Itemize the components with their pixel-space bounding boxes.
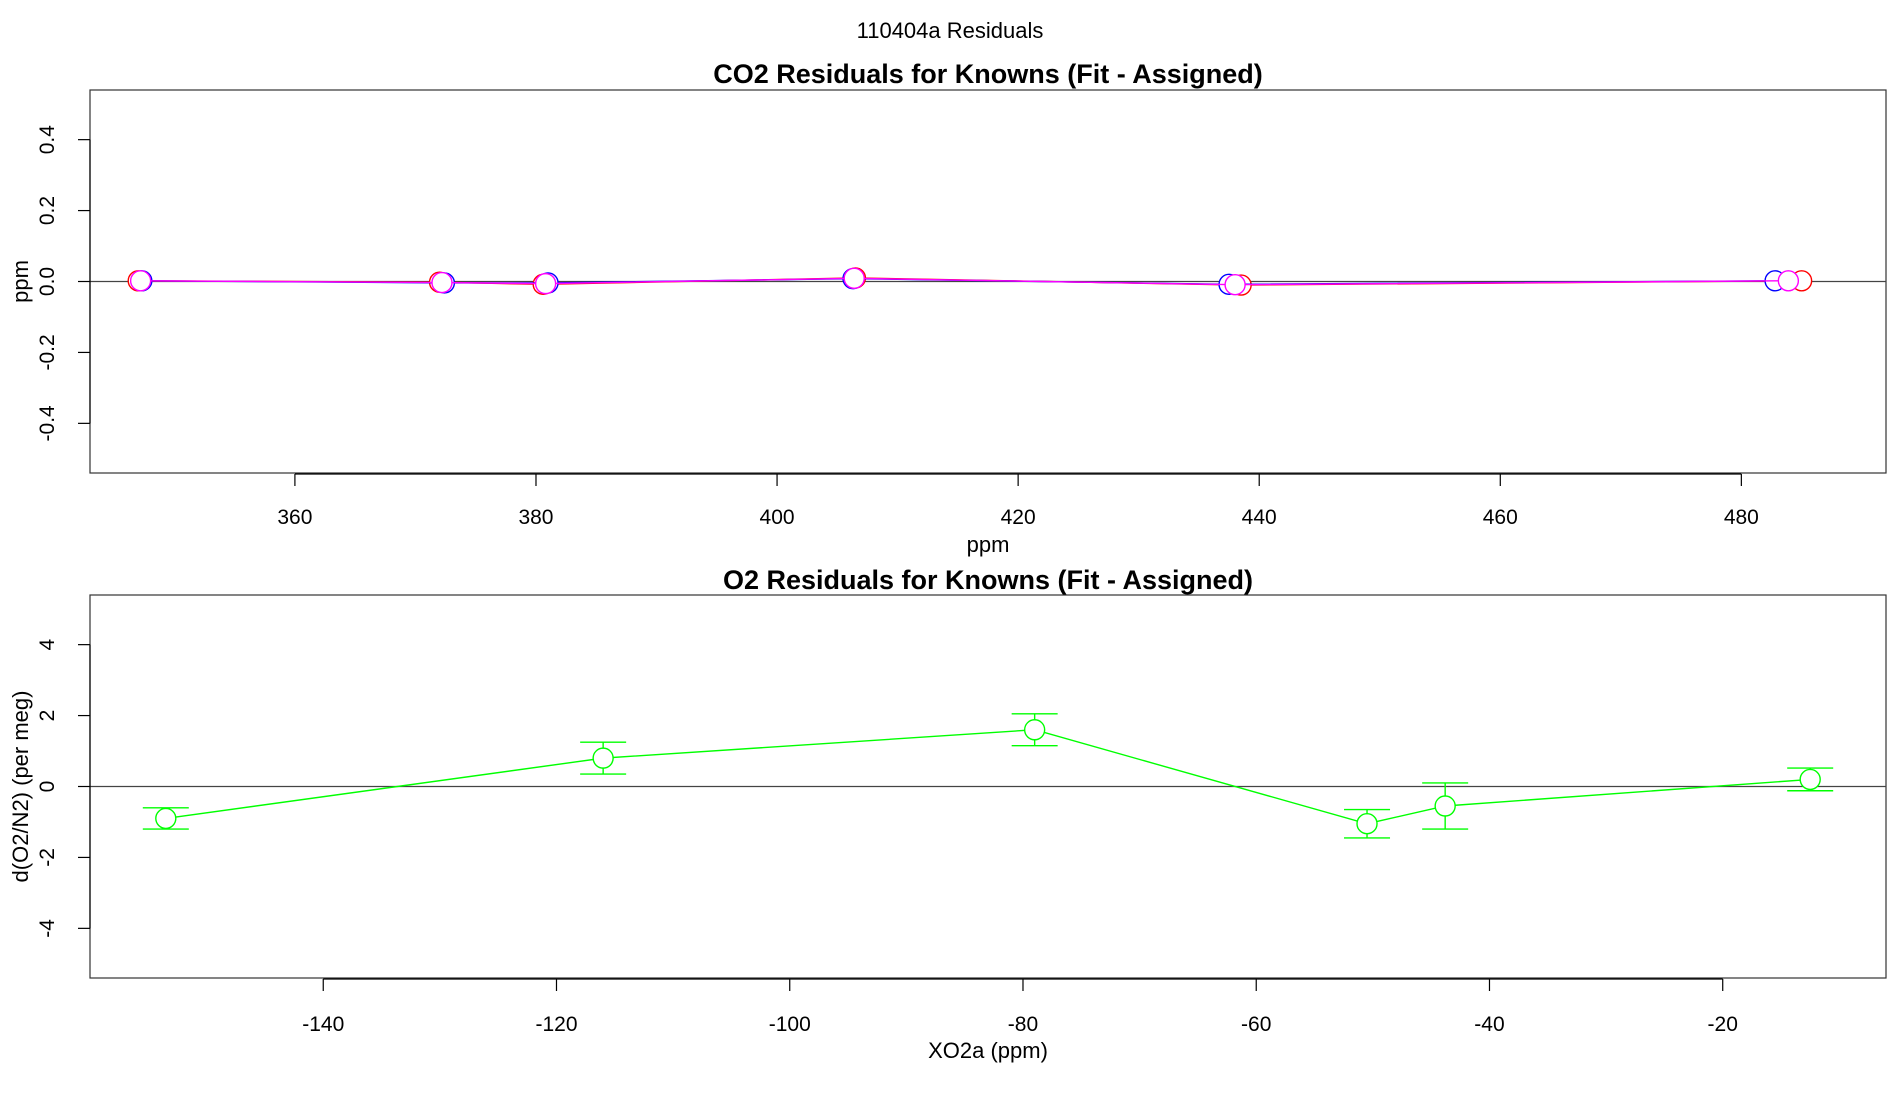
- x-tick-label: -120: [535, 1013, 577, 1036]
- x-tick-label: -80: [1008, 1013, 1038, 1036]
- x-tick-label: -20: [1708, 1013, 1738, 1036]
- y-tick-label: -0.4: [36, 405, 59, 442]
- data-point: [592, 747, 614, 769]
- co2-residuals-panel: CO2 Residuals for Knowns (Fit - Assigned…: [8, 59, 1887, 557]
- y-axis-label: d(O2/N2) (per meg): [8, 691, 33, 883]
- y-tick-label: 0.4: [36, 125, 59, 155]
- y-tick-label: 0.2: [36, 196, 59, 225]
- y-tick-label: 2: [36, 710, 59, 722]
- figure-title: 110404a Residuals: [857, 18, 1044, 43]
- data-point: [155, 807, 177, 830]
- x-tick-label: 360: [277, 506, 312, 529]
- data-point: [534, 272, 557, 295]
- data-point: [129, 270, 152, 292]
- x-tick-label: 400: [760, 506, 795, 529]
- y-tick-label: 0: [36, 781, 59, 793]
- y-tick-label: -2: [36, 848, 59, 867]
- x-tick-label: -60: [1241, 1013, 1271, 1036]
- x-tick-label: -40: [1474, 1013, 1504, 1036]
- x-axis-label: ppm: [967, 532, 1010, 557]
- chart-title: CO2 Residuals for Knowns (Fit - Assigned…: [713, 59, 1263, 89]
- x-tick-label: 440: [1242, 506, 1277, 529]
- x-tick-label: -140: [302, 1013, 344, 1036]
- series-line: [140, 277, 1789, 286]
- x-tick-label: 480: [1724, 506, 1759, 529]
- series-line: [165, 729, 1811, 825]
- series-green: [142, 713, 1834, 839]
- x-tick-label: 460: [1483, 506, 1518, 529]
- data-point: [1023, 719, 1046, 741]
- x-axis-label: XO2a (ppm): [928, 1038, 1048, 1063]
- data-point: [1356, 813, 1378, 835]
- y-tick-label: -0.2: [36, 334, 59, 370]
- y-axis-label: ppm: [8, 260, 33, 303]
- data-point: [1799, 768, 1821, 791]
- series-magenta: [129, 267, 1800, 296]
- data-point: [1777, 270, 1800, 292]
- chart-title: O2 Residuals for Knowns (Fit - Assigned): [723, 565, 1253, 595]
- y-tick-label: -4: [36, 919, 59, 938]
- data-point: [1434, 795, 1456, 817]
- x-tick-label: 420: [1001, 506, 1036, 529]
- data-point: [843, 267, 865, 290]
- y-tick-label: 0.0: [36, 267, 59, 296]
- data-point: [431, 271, 453, 294]
- o2-residuals-panel: O2 Residuals for Knowns (Fit - Assigned)…: [8, 565, 1887, 1063]
- x-tick-label: -100: [769, 1013, 811, 1036]
- data-point: [1224, 273, 1246, 296]
- y-tick-label: 4: [36, 638, 59, 650]
- x-tick-label: 380: [518, 506, 553, 529]
